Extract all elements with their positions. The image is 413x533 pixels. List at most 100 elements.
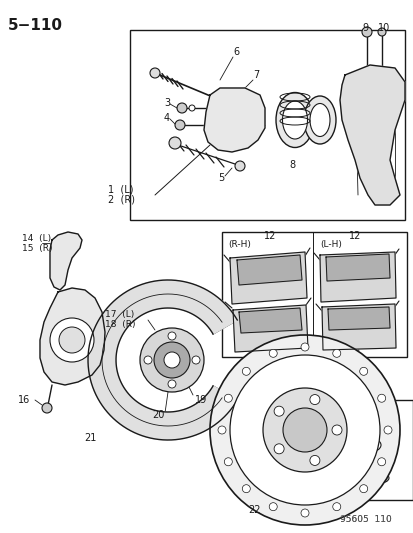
Circle shape (282, 408, 326, 452)
Text: 12: 12 (263, 348, 275, 358)
Circle shape (377, 28, 385, 36)
Circle shape (168, 380, 176, 388)
Circle shape (144, 356, 152, 364)
Text: 11: 11 (297, 358, 309, 368)
Text: 19: 19 (195, 395, 207, 405)
Circle shape (262, 388, 346, 472)
Bar (304, 400, 412, 500)
Circle shape (242, 367, 250, 375)
Text: 12: 12 (348, 231, 360, 241)
Circle shape (218, 426, 225, 434)
Text: 7: 7 (351, 403, 357, 413)
Circle shape (273, 406, 283, 416)
Ellipse shape (309, 103, 329, 136)
Text: 13: 13 (348, 495, 360, 505)
Polygon shape (88, 280, 237, 440)
Ellipse shape (316, 437, 342, 454)
Text: 18  (R): 18 (R) (105, 320, 135, 329)
Circle shape (140, 328, 204, 392)
Text: 17  (L): 17 (L) (105, 311, 134, 319)
Ellipse shape (282, 101, 307, 139)
Ellipse shape (370, 473, 388, 483)
Text: 5−110: 5−110 (8, 18, 63, 33)
Circle shape (50, 318, 94, 362)
Text: 20: 20 (152, 410, 164, 420)
Text: (R-H): (R-H) (228, 239, 250, 248)
Text: 8: 8 (288, 160, 294, 170)
Circle shape (177, 103, 187, 113)
Ellipse shape (303, 96, 335, 144)
Circle shape (59, 327, 85, 353)
Circle shape (154, 342, 190, 378)
Text: 15  (R): 15 (R) (22, 244, 52, 253)
Polygon shape (339, 65, 404, 205)
Circle shape (300, 509, 308, 517)
Polygon shape (236, 255, 301, 285)
Polygon shape (319, 252, 395, 302)
Ellipse shape (323, 473, 345, 483)
Text: 6: 6 (233, 47, 239, 57)
Circle shape (361, 27, 371, 37)
Circle shape (209, 335, 399, 525)
Text: (L-H): (L-H) (319, 239, 341, 248)
Circle shape (377, 458, 385, 466)
Ellipse shape (358, 438, 380, 452)
Polygon shape (50, 232, 82, 290)
Circle shape (224, 394, 232, 402)
Polygon shape (233, 305, 307, 352)
Text: 3: 3 (164, 98, 170, 108)
Text: 7: 7 (252, 70, 259, 80)
Circle shape (189, 105, 195, 111)
Circle shape (359, 367, 367, 375)
Circle shape (273, 444, 283, 454)
Circle shape (175, 120, 185, 130)
Circle shape (309, 394, 319, 405)
Ellipse shape (275, 93, 313, 148)
Polygon shape (230, 252, 306, 304)
Circle shape (268, 503, 277, 511)
Circle shape (377, 394, 385, 402)
Circle shape (216, 97, 223, 105)
Circle shape (242, 484, 250, 492)
Circle shape (224, 458, 232, 466)
Circle shape (359, 484, 367, 492)
Circle shape (192, 356, 199, 364)
Circle shape (309, 455, 319, 465)
Circle shape (331, 425, 341, 435)
Polygon shape (327, 307, 389, 330)
Circle shape (235, 161, 244, 171)
Text: 9: 9 (361, 23, 367, 33)
Circle shape (168, 332, 176, 340)
Bar (221, 232, 406, 357)
Polygon shape (204, 88, 264, 152)
Circle shape (42, 403, 52, 413)
Text: 95605  110: 95605 110 (339, 515, 391, 524)
Circle shape (230, 355, 379, 505)
Polygon shape (325, 254, 389, 281)
Ellipse shape (308, 431, 350, 459)
Circle shape (332, 349, 340, 357)
Text: 4: 4 (164, 113, 170, 123)
Circle shape (332, 503, 340, 511)
Circle shape (300, 343, 308, 351)
Circle shape (164, 352, 180, 368)
Ellipse shape (352, 473, 366, 483)
Circle shape (383, 426, 391, 434)
Polygon shape (40, 288, 105, 385)
Circle shape (150, 68, 159, 78)
Text: 12: 12 (263, 231, 275, 241)
Ellipse shape (352, 434, 386, 456)
Text: 95605  110: 95605 110 (339, 515, 391, 524)
Bar (130, 30, 404, 220)
Circle shape (268, 349, 277, 357)
Text: 14  (L): 14 (L) (22, 233, 51, 243)
Text: 16: 16 (18, 395, 30, 405)
Text: 12: 12 (348, 348, 360, 358)
Text: 22: 22 (247, 505, 260, 515)
Text: 21: 21 (83, 433, 96, 443)
Text: 5: 5 (218, 173, 224, 183)
Polygon shape (238, 308, 301, 333)
Polygon shape (321, 304, 395, 350)
Circle shape (169, 137, 180, 149)
Text: 1  (L): 1 (L) (108, 185, 133, 195)
